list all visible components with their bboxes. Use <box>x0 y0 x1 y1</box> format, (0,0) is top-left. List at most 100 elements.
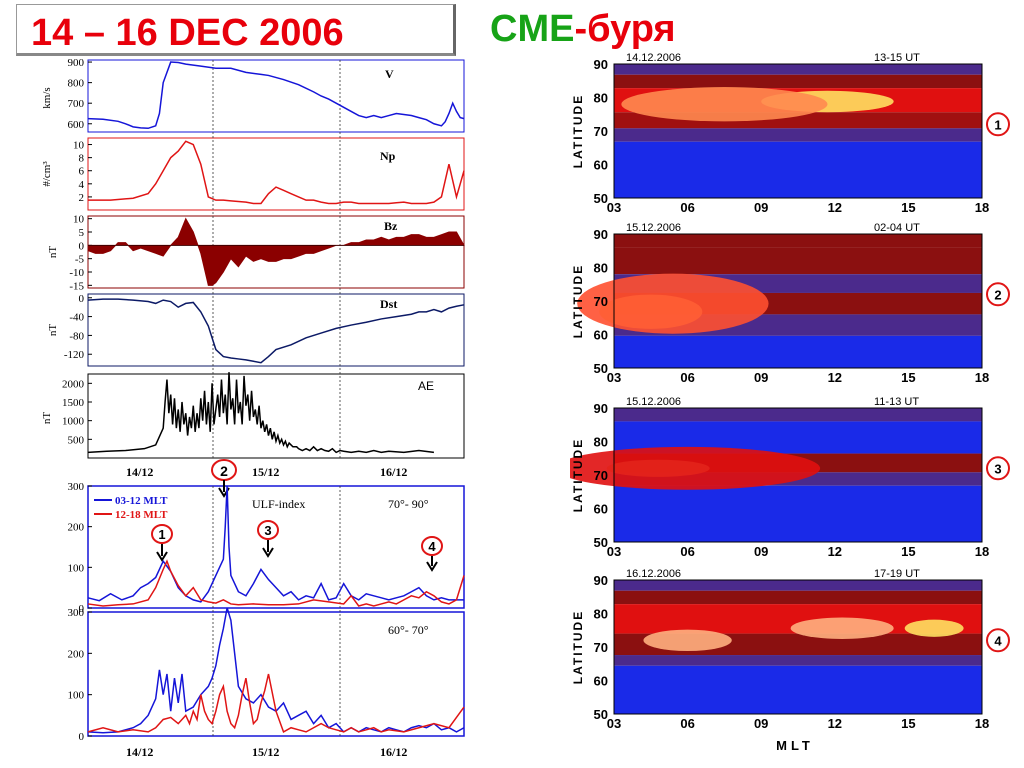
map-xtick-label: 18 <box>975 370 989 385</box>
map-event-marker: 3 <box>986 456 1010 481</box>
map-date: 15.12.2006 <box>626 222 681 234</box>
map-band <box>614 74 982 89</box>
ytick-label: 200 <box>68 522 85 534</box>
ytick-label: 300 <box>68 481 85 493</box>
series-line <box>88 140 465 205</box>
map-date: 16.12.2006 <box>626 568 681 580</box>
map-xtick-label: 18 <box>975 200 989 215</box>
map-event-marker-label: 3 <box>994 461 1001 476</box>
map-band <box>614 590 982 605</box>
map-event-marker-label: 2 <box>994 287 1001 302</box>
map-ylabel: LATITUDE <box>571 264 585 338</box>
map-xtick-label: 18 <box>975 716 989 731</box>
map-xtick-label: 15 <box>901 716 915 731</box>
panel-ulf-high-frame <box>87 485 465 609</box>
event-marker-1-label: 1 <box>158 527 165 542</box>
map-frame <box>613 63 983 199</box>
map-event-marker: 1 <box>986 112 1010 137</box>
event-marker-2: 2 <box>211 459 237 498</box>
subtitle-storm: -буря <box>574 8 676 50</box>
date-15-top: 15/12 <box>252 465 279 479</box>
map-hotspot <box>621 87 828 122</box>
panel-dst-frame <box>87 293 465 367</box>
map-event-marker: 4 <box>986 628 1010 653</box>
date-14-top: 14/12 <box>126 465 153 479</box>
map-time: 11-13 UT <box>874 396 919 408</box>
ytick-label: 2 <box>79 192 85 204</box>
legend-blue-label: 03-12 MLT <box>115 495 168 507</box>
legend-red-label: 12-18 MLT <box>115 509 168 521</box>
event-marker-4-label: 4 <box>428 539 436 554</box>
series-line <box>87 372 435 454</box>
series-line <box>87 485 464 603</box>
chart-dst: 0 -40 -80 -120 <box>64 293 465 364</box>
series-line <box>87 559 465 607</box>
event-marker-3-label: 3 <box>264 523 271 538</box>
map-xtick-label: 18 <box>975 544 989 559</box>
date-15-bottom: 15/12 <box>252 745 279 759</box>
map-ytick-label: 90 <box>594 227 608 242</box>
ytick-label: -10 <box>69 267 84 279</box>
map-ytick-label: 50 <box>594 535 608 550</box>
ytick-label: -120 <box>64 349 85 361</box>
map-xtick-label: 09 <box>754 370 768 385</box>
map-ytick-label: 60 <box>594 328 608 343</box>
title-box: 14 – 16 DEC 2006 <box>16 4 456 56</box>
event-marker-3: 3 <box>257 520 279 558</box>
map-ytick-label: 60 <box>594 158 608 173</box>
label-np: Np <box>380 149 396 163</box>
map-band <box>614 580 982 591</box>
map-ylabel: LATITUDE <box>571 94 585 168</box>
ytick-label: 0 <box>79 731 85 743</box>
map-hotspot <box>790 617 894 639</box>
map-frame <box>613 407 983 543</box>
ytick-label: 5 <box>79 227 85 239</box>
map-ytick-label: 70 <box>594 124 608 139</box>
ytick-label: 500 <box>68 434 85 446</box>
dst-unit: nT <box>47 324 59 337</box>
map-xtick-label: 06 <box>680 544 694 559</box>
map-band <box>614 408 982 422</box>
chart-v: 600 700 800 900 <box>68 57 465 131</box>
ytick-label: 600 <box>68 119 85 131</box>
map-xtick-label: 09 <box>754 716 768 731</box>
map-band <box>614 485 982 542</box>
label-dst: Dst <box>380 297 397 311</box>
map-ylabel: LATITUDE <box>571 438 585 512</box>
map-band <box>614 665 982 714</box>
series-area <box>87 217 465 286</box>
panel-bz-frame <box>87 215 465 289</box>
map-ytick-label: 80 <box>594 435 608 450</box>
ytick-label: 4 <box>79 179 85 191</box>
subtitle-cme: CME <box>490 8 575 50</box>
map-xtick-label: 06 <box>680 200 694 215</box>
event-marker-4: 4 <box>421 536 443 572</box>
ytick-label: 1500 <box>62 397 85 409</box>
ytick-label: 900 <box>68 57 85 69</box>
map-band <box>614 234 982 248</box>
map-ytick-label: 90 <box>594 57 608 72</box>
series-line <box>87 61 465 130</box>
series-line <box>87 607 465 734</box>
map-ytick-label: 50 <box>594 191 608 206</box>
ytick-label: 100 <box>68 690 85 702</box>
map-hotspot <box>643 629 732 652</box>
panel-labels: V Np Bz Dst AE ULF-index 70°- 90° 60°- 7… <box>252 67 434 637</box>
ytick-label: 8 <box>79 153 85 165</box>
ytick-label: 0 <box>79 240 85 252</box>
chart-ulf-index-60-70-: 0 100 200 300 <box>68 607 465 743</box>
map-ytick-label: 80 <box>594 607 608 622</box>
map-ytick-label: 60 <box>594 674 608 689</box>
map-xtick-label: 03 <box>607 370 621 385</box>
series-line <box>87 298 465 364</box>
panel-ae-frame <box>87 373 465 459</box>
date-16-bottom: 16/12 <box>380 745 407 759</box>
map-xtick-label: 06 <box>680 370 694 385</box>
map-frame <box>613 233 983 369</box>
date-labels: 14/12 15/12 16/12 14/12 15/12 16/12 <box>126 465 407 759</box>
map-hotspot <box>904 619 964 637</box>
label-lat-low: 60°- 70° <box>388 623 429 637</box>
chart-ulf-index-70-90-: 0 100 200 300 <box>68 481 465 615</box>
